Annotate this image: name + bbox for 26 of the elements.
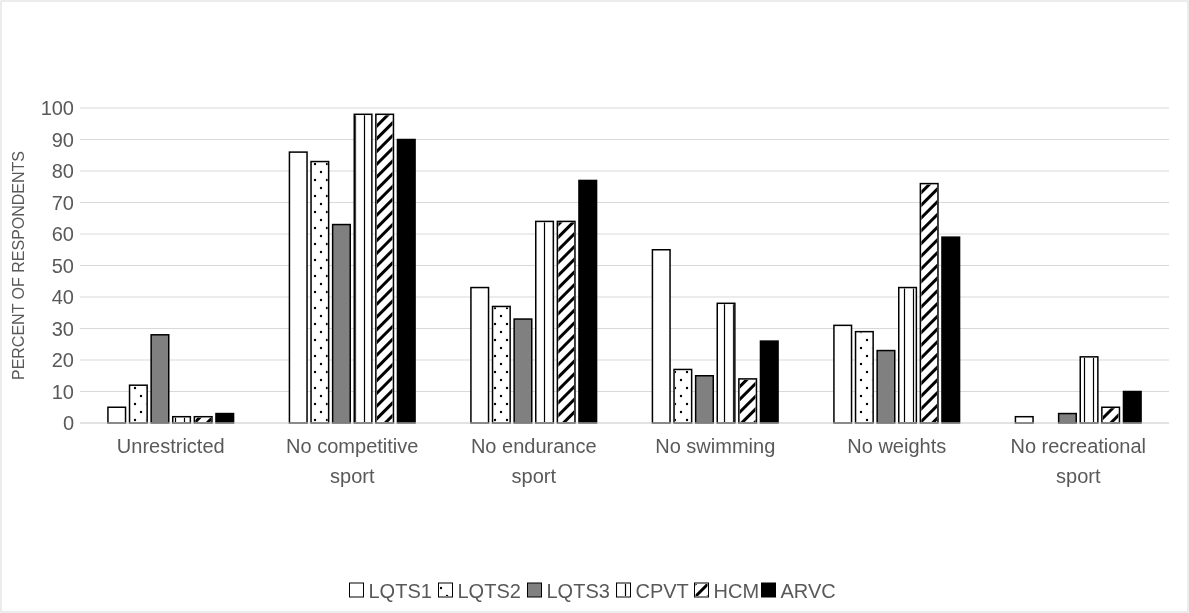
x-tick-label: No swimming bbox=[655, 435, 776, 457]
legend-label: LQTS1 bbox=[368, 580, 432, 602]
y-tick-label: 0 bbox=[62, 412, 74, 434]
x-tick-label: No weights bbox=[847, 435, 947, 457]
legend-label: HCM bbox=[713, 580, 760, 602]
y-tick-label: 30 bbox=[51, 317, 74, 340]
y-tick-label: 60 bbox=[51, 223, 74, 245]
y-axis-title: PERCENT OF RESPONDENTS bbox=[10, 150, 27, 381]
x-tick-label: No recreational sport bbox=[1010, 435, 1147, 487]
y-tick-label: 100 bbox=[40, 97, 74, 119]
y-tick-label: 80 bbox=[51, 160, 74, 182]
y-tick-label: 10 bbox=[51, 380, 74, 403]
x-tick-label: No endurance sport bbox=[470, 435, 597, 487]
y-tick-label: 40 bbox=[51, 286, 74, 308]
x-tick-label: Unrestricted bbox=[116, 435, 225, 457]
legend-label: LQTS3 bbox=[546, 580, 610, 602]
x-tick-label: No competitive sport bbox=[286, 435, 419, 487]
y-tick-label: 50 bbox=[51, 254, 74, 277]
legend-label: LQTS2 bbox=[457, 580, 521, 602]
bar bbox=[651, 249, 671, 424]
y-tick-label: 20 bbox=[51, 349, 74, 371]
y-tick-label: 90 bbox=[51, 128, 74, 151]
legend-label: ARVC bbox=[780, 580, 836, 602]
y-tick-label: 70 bbox=[51, 191, 74, 214]
bar bbox=[150, 334, 170, 424]
legend-label: CPVT bbox=[635, 580, 689, 602]
